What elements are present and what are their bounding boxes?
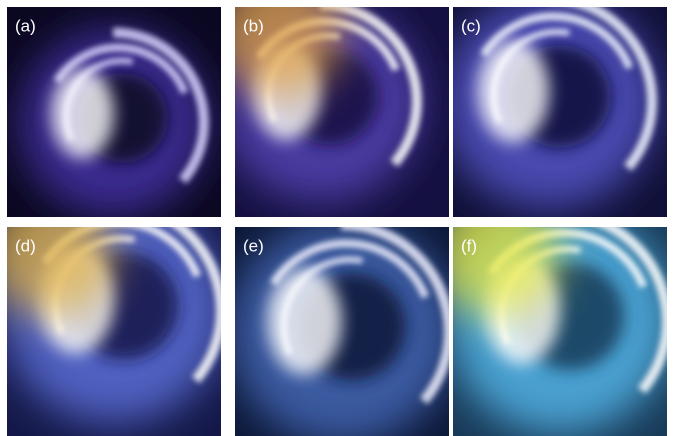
photo-panel [453,7,667,217]
panel-label: (f) [461,236,477,255]
panel-label: (a) [15,16,36,35]
panel-label: (d) [15,236,36,255]
warm-glow [7,227,114,317]
photo-panel [235,7,449,217]
tube-ring [42,43,194,196]
photo-panel [235,227,449,436]
panel-label: (e) [243,236,264,255]
tube-ring [453,7,657,210]
light-spot [267,267,342,375]
photo-panel [7,7,221,217]
light-spot [51,68,114,159]
warm-glow [453,227,560,317]
panel-label: (c) [461,16,481,35]
tube-ring [235,7,422,203]
tube-ring [474,228,654,409]
photo-panel [7,227,221,436]
photo-panel [453,227,667,436]
tube-ring [467,12,640,185]
tube-ring [256,239,436,419]
tube-ring [19,27,209,217]
panel-label: (b) [243,16,264,35]
light-spot [477,39,550,143]
warm-glow [235,7,342,97]
